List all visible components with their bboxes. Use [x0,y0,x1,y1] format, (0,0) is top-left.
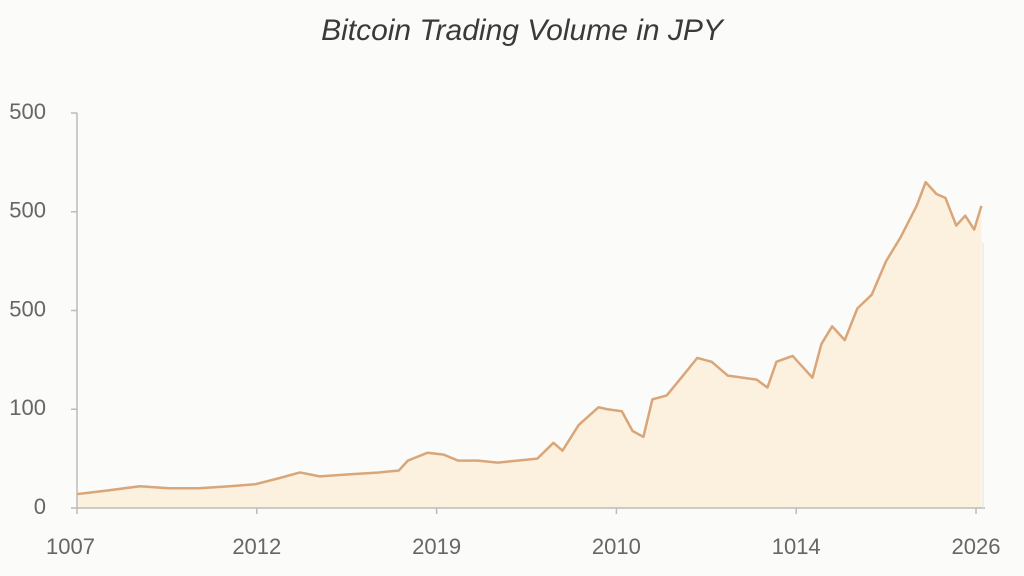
area [77,182,982,508]
x-tick-label: 1007 [46,534,95,559]
x-tick-label: 2012 [232,534,281,559]
x-tick-label: 1014 [772,534,821,559]
x-tick-label: 2019 [412,534,461,559]
x-tick-label: 2026 [952,534,1001,559]
x-tick-label: 2010 [592,534,641,559]
y-tick-label: 500 [9,99,46,124]
y-tick-label: 100 [9,395,46,420]
line [76,180,983,496]
y-tick-label: 500 [9,296,46,321]
y-tick-label: 0 [34,494,46,519]
chart-title: Bitcoin Trading Volume in JPY [321,14,725,47]
y-tick-label: 500 [9,198,46,223]
